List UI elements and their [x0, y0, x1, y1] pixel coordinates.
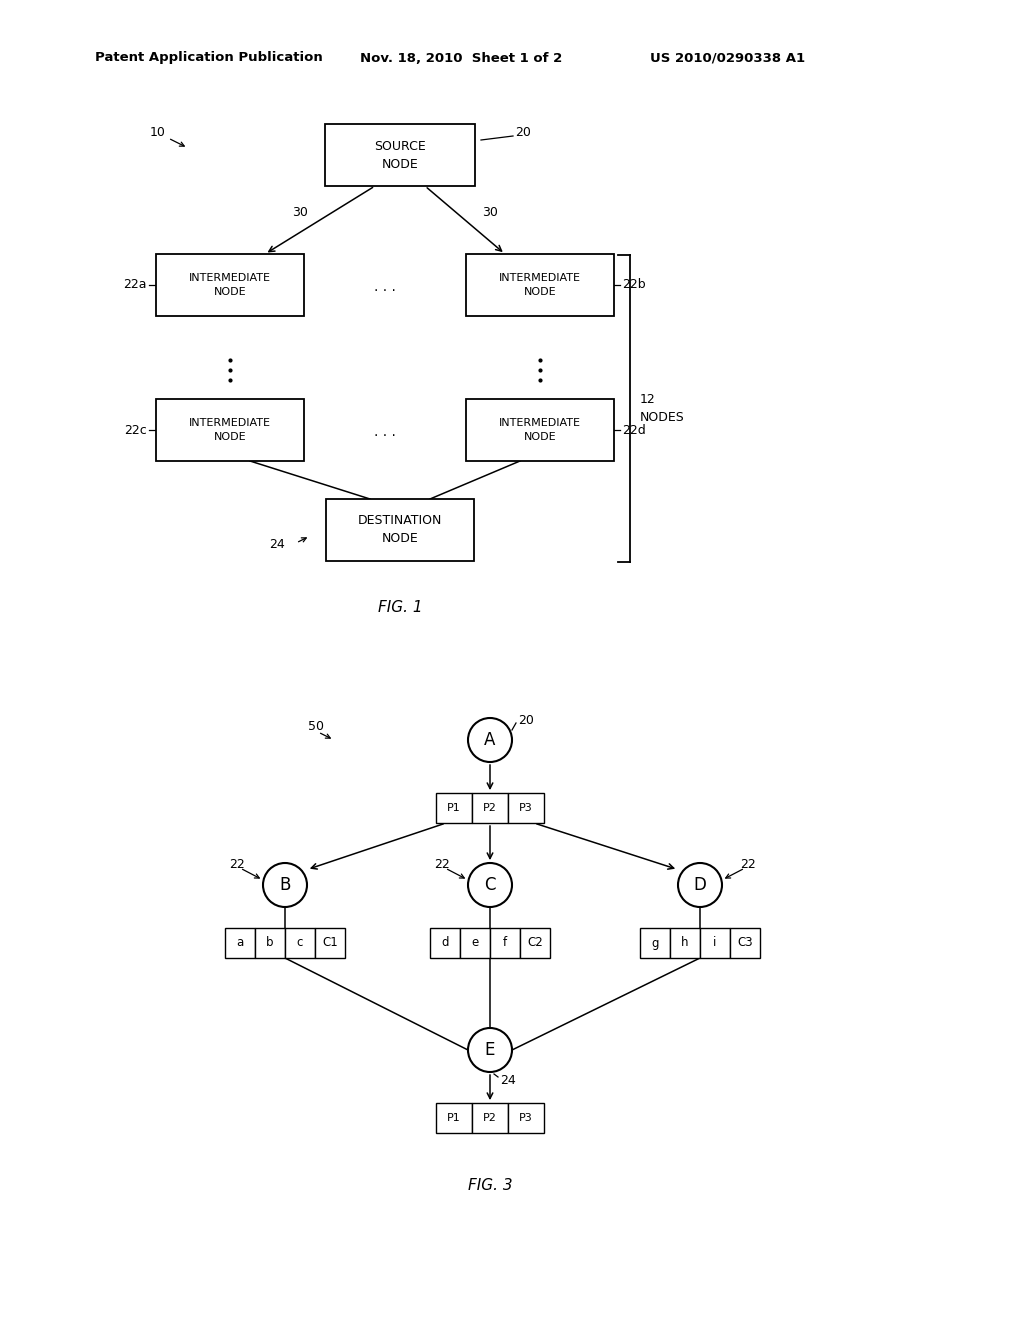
- Text: INTERMEDIATE
NODE: INTERMEDIATE NODE: [499, 418, 581, 442]
- Text: DESTINATION
NODE: DESTINATION NODE: [357, 515, 442, 545]
- Text: P2: P2: [483, 1113, 497, 1123]
- Text: C2: C2: [527, 936, 543, 949]
- Bar: [466, 399, 614, 461]
- Bar: [490, 928, 520, 958]
- Circle shape: [678, 863, 722, 907]
- Bar: [466, 253, 614, 315]
- Bar: [472, 1104, 508, 1133]
- Circle shape: [468, 718, 512, 762]
- Text: 24: 24: [500, 1073, 516, 1086]
- Bar: [436, 793, 472, 822]
- Bar: [520, 928, 550, 958]
- Text: . . .: . . .: [374, 280, 396, 294]
- Text: INTERMEDIATE
NODE: INTERMEDIATE NODE: [499, 273, 581, 297]
- Text: 22c: 22c: [124, 424, 147, 437]
- Text: 20: 20: [518, 714, 534, 726]
- Text: Patent Application Publication: Patent Application Publication: [95, 51, 323, 65]
- Bar: [315, 928, 345, 958]
- Bar: [472, 793, 508, 822]
- Text: P2: P2: [483, 803, 497, 813]
- Text: b: b: [266, 936, 273, 949]
- Circle shape: [468, 863, 512, 907]
- Text: 22: 22: [740, 858, 756, 871]
- Text: . . .: . . .: [374, 425, 396, 440]
- Text: c: c: [297, 936, 303, 949]
- Bar: [730, 928, 760, 958]
- Text: e: e: [471, 936, 478, 949]
- Text: P3: P3: [519, 1113, 532, 1123]
- Bar: [156, 253, 304, 315]
- Text: a: a: [237, 936, 244, 949]
- Bar: [508, 1104, 544, 1133]
- Text: f: f: [503, 936, 507, 949]
- Text: g: g: [651, 936, 658, 949]
- Text: 30: 30: [482, 206, 498, 219]
- Bar: [156, 399, 304, 461]
- Text: i: i: [714, 936, 717, 949]
- Text: P1: P1: [447, 803, 461, 813]
- Text: 24: 24: [269, 539, 285, 552]
- Bar: [430, 928, 460, 958]
- Bar: [508, 793, 544, 822]
- Text: Nov. 18, 2010  Sheet 1 of 2: Nov. 18, 2010 Sheet 1 of 2: [360, 51, 562, 65]
- Text: 12: 12: [640, 393, 655, 407]
- Text: D: D: [693, 876, 707, 894]
- Text: C: C: [484, 876, 496, 894]
- Bar: [255, 928, 285, 958]
- Text: E: E: [484, 1041, 496, 1059]
- Text: 10: 10: [151, 127, 166, 140]
- Bar: [670, 928, 700, 958]
- Text: FIG. 3: FIG. 3: [468, 1177, 512, 1192]
- Text: 22d: 22d: [622, 424, 646, 437]
- Text: d: d: [441, 936, 449, 949]
- Text: SOURCE
NODE: SOURCE NODE: [374, 140, 426, 170]
- Bar: [460, 928, 490, 958]
- Text: C1: C1: [323, 936, 338, 949]
- Text: INTERMEDIATE
NODE: INTERMEDIATE NODE: [189, 273, 271, 297]
- Bar: [326, 499, 474, 561]
- Bar: [700, 928, 730, 958]
- Text: INTERMEDIATE
NODE: INTERMEDIATE NODE: [189, 418, 271, 442]
- Text: P1: P1: [447, 1113, 461, 1123]
- Text: P3: P3: [519, 803, 532, 813]
- Text: 22: 22: [434, 858, 450, 871]
- Bar: [640, 928, 670, 958]
- Text: 22: 22: [229, 858, 245, 871]
- Text: C3: C3: [737, 936, 753, 949]
- Bar: [325, 124, 475, 186]
- Text: FIG. 1: FIG. 1: [378, 599, 422, 615]
- Text: B: B: [280, 876, 291, 894]
- Text: NODES: NODES: [640, 411, 685, 424]
- Circle shape: [263, 863, 307, 907]
- Text: A: A: [484, 731, 496, 748]
- Circle shape: [468, 1028, 512, 1072]
- Text: 30: 30: [292, 206, 308, 219]
- Bar: [225, 928, 255, 958]
- Text: 20: 20: [515, 125, 530, 139]
- Text: 50: 50: [308, 719, 324, 733]
- Bar: [285, 928, 315, 958]
- Text: h: h: [681, 936, 689, 949]
- Text: 22a: 22a: [124, 279, 147, 292]
- Text: 22b: 22b: [622, 279, 645, 292]
- Bar: [436, 1104, 472, 1133]
- Text: US 2010/0290338 A1: US 2010/0290338 A1: [650, 51, 805, 65]
